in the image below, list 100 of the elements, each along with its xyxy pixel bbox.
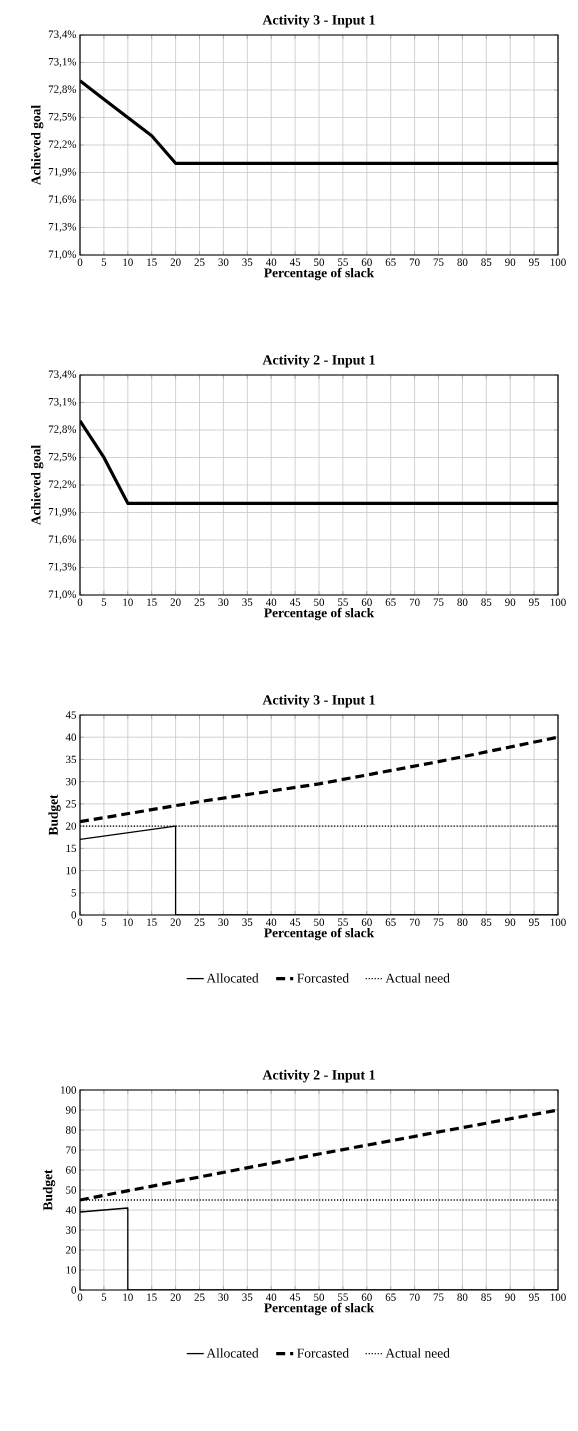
x-tick-label: 30	[218, 598, 229, 606]
x-tick-label: 45	[289, 598, 301, 606]
x-tick-label: 0	[77, 918, 83, 926]
y-tick-label: 90	[65, 1106, 77, 1114]
y-tick-label: 72,8%	[48, 85, 77, 95]
x-tick-label: 70	[409, 598, 420, 606]
y-tick-label: 70	[66, 1146, 77, 1154]
x-tick-label: 80	[457, 258, 468, 266]
x-tick-label: 35	[242, 1293, 253, 1301]
x-tick-label: 0	[77, 598, 83, 606]
y-tick-label: 25	[66, 800, 77, 808]
y-tick-label: 20	[66, 1246, 77, 1254]
x-tick-label: 65	[385, 258, 396, 266]
x-tick-label: 100	[550, 1293, 566, 1301]
x-tick-label: 20	[170, 258, 181, 266]
legend-label: Actual need	[385, 1348, 450, 1358]
x-tick-label: 70	[409, 1293, 420, 1301]
x-tick-label: 80	[457, 918, 468, 926]
x-tick-label: 65	[385, 1293, 396, 1301]
legend-label: Allocated	[206, 1348, 259, 1358]
x-tick-label: 5	[101, 598, 107, 606]
y-tick-label: 71,3%	[48, 223, 77, 232]
x-tick-label: 95	[528, 1293, 540, 1301]
x-tick-label: 90	[505, 1293, 516, 1301]
x-tick-label: 40	[265, 1293, 277, 1301]
y-tick-label: 71,0%	[48, 590, 77, 600]
x-tick-label: 15	[147, 258, 157, 266]
x-tick-label: 70	[409, 258, 420, 266]
x-tick-label: 35	[242, 918, 253, 926]
x-tick-label: 80	[457, 1293, 468, 1301]
x-tick-label: 25	[194, 598, 205, 606]
y-axis-title: Achieved goal	[31, 105, 44, 186]
chart-title: Activity 2 - Input 1	[262, 1069, 375, 1083]
y-tick-label: 10	[66, 1266, 77, 1274]
x-tick-label: 25	[194, 258, 205, 266]
x-tick-label: 60	[361, 258, 372, 266]
y-tick-label: 30	[66, 777, 77, 786]
chart-title: Activity 3 - Input 1	[262, 694, 375, 708]
y-tick-label: 0	[71, 911, 77, 919]
legend-label: Forcasted	[297, 1348, 349, 1358]
y-tick-label: 73,1%	[48, 398, 77, 407]
x-axis-title: Percentage of slack	[264, 927, 375, 941]
x-tick-label: 35	[242, 598, 253, 606]
x-tick-label: 90	[505, 918, 516, 926]
y-tick-label: 80	[65, 1126, 77, 1134]
x-tick-label: 30	[218, 1293, 229, 1301]
x-tick-label: 45	[289, 1293, 301, 1301]
x-tick-label: 70	[409, 918, 420, 926]
y-tick-label: 72,2%	[48, 140, 77, 150]
y-axis-title: Achieved goal	[31, 445, 44, 526]
y-tick-label: 71,6%	[48, 195, 77, 205]
y-tick-label: 72,2%	[48, 480, 77, 490]
x-tick-label: 100	[550, 258, 566, 266]
y-tick-label: 73,1%	[48, 58, 77, 67]
x-tick-label: 85	[481, 258, 492, 266]
y-axis-title: Budget	[42, 1169, 56, 1211]
x-tick-label: 75	[433, 918, 444, 926]
y-tick-label: 10	[66, 866, 77, 875]
x-tick-label: 100	[550, 598, 566, 606]
y-tick-label: 50	[66, 1186, 77, 1194]
x-tick-label: 25	[194, 1293, 205, 1301]
y-tick-label: 40	[65, 1206, 77, 1214]
x-axis-title: Percentage of slack	[264, 607, 375, 621]
x-tick-label: 10	[123, 258, 133, 266]
x-tick-label: 0	[77, 1293, 83, 1301]
y-tick-label: 40	[65, 733, 77, 741]
x-tick-label: 60	[361, 598, 372, 606]
x-tick-label: 15	[147, 918, 157, 926]
x-tick-label: 30	[218, 258, 229, 266]
x-tick-label: 55	[338, 918, 348, 926]
y-tick-label: 71,0%	[48, 250, 77, 260]
x-tick-label: 65	[385, 598, 396, 606]
x-tick-label: 50	[314, 1293, 325, 1301]
x-tick-label: 5	[101, 918, 107, 926]
x-tick-label: 10	[123, 1293, 133, 1301]
legend-label: Allocated	[206, 973, 259, 983]
y-tick-label: 71,9%	[48, 508, 77, 517]
x-tick-label: 85	[481, 918, 492, 926]
x-tick-label: 40	[265, 258, 277, 266]
x-tick-label: 20	[170, 1293, 181, 1301]
y-tick-label: 71,9%	[48, 168, 77, 177]
y-axis-title: Budget	[48, 794, 61, 836]
x-tick-label: 75	[433, 258, 444, 266]
y-tick-label: 100	[61, 1086, 77, 1094]
x-tick-label: 90	[505, 258, 516, 266]
x-tick-label: 5	[101, 258, 107, 266]
x-tick-label: 50	[314, 258, 325, 266]
x-tick-label: 75	[433, 1293, 444, 1301]
chart-title: Activity 2 - Input 1	[262, 354, 375, 368]
x-tick-label: 10	[123, 598, 133, 606]
x-tick-label: 100	[550, 918, 566, 926]
y-tick-label: 0	[71, 1286, 77, 1294]
x-tick-label: 0	[77, 258, 83, 266]
x-tick-label: 10	[123, 918, 133, 926]
x-axis-title: Percentage of slack	[264, 1302, 375, 1316]
y-tick-label: 15	[66, 844, 77, 852]
x-tick-label: 50	[314, 918, 325, 926]
y-tick-label: 73,4%	[48, 370, 77, 380]
x-tick-label: 55	[338, 258, 348, 266]
x-tick-label: 35	[242, 258, 253, 266]
